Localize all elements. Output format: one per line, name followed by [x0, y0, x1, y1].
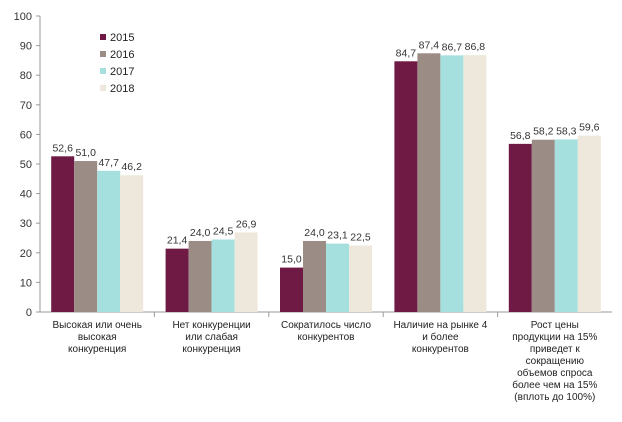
legend-swatch-2015 — [100, 34, 106, 40]
legend-label-2017: 2017 — [110, 66, 134, 78]
data-label: 58,2 — [533, 126, 554, 138]
y-tick-label: 10 — [20, 277, 32, 289]
bar-2018-4 — [463, 55, 487, 313]
y-tick-label: 30 — [20, 218, 32, 230]
data-label: 86,8 — [465, 41, 486, 53]
bar-2018-5 — [577, 135, 601, 312]
bar-2017-5 — [554, 139, 578, 312]
category-label-line: (вплоть до 100%) — [514, 392, 595, 403]
legend-label-2015: 2015 — [110, 32, 134, 44]
data-label: 87,4 — [419, 39, 440, 51]
category-label-line: Высокая или очень — [52, 320, 142, 331]
category-label-line: Наличие на рынке 4 — [393, 320, 487, 331]
data-label: 22,5 — [350, 231, 371, 243]
data-label: 56,8 — [510, 130, 531, 142]
data-label: 51,0 — [75, 147, 96, 159]
category-label-line: конкуренция — [182, 344, 240, 355]
legend: 2015 2016 2017 2018 — [100, 32, 134, 95]
category-label-line: продукции на 15% — [512, 332, 597, 343]
bar-2015-1 — [51, 156, 75, 312]
category-label-line: конкурентов — [298, 332, 355, 343]
bar-2017-4 — [440, 55, 464, 312]
bars — [51, 53, 601, 313]
bar-2015-3 — [280, 267, 303, 312]
bar-2018-1 — [120, 175, 144, 312]
bar-2016-4 — [417, 53, 441, 313]
data-label: 46,2 — [121, 161, 142, 173]
data-label: 24,5 — [213, 225, 234, 237]
category-label-line: сокращению — [526, 356, 585, 367]
y-tick-label: 20 — [20, 248, 32, 260]
category-label: Нет конкуренции или слабая конкуренция — [172, 320, 250, 355]
data-label: 58,3 — [556, 125, 577, 137]
y-tick-label: 70 — [20, 100, 32, 112]
data-label: 86,7 — [442, 41, 463, 53]
y-tick-label: 100 — [14, 11, 32, 23]
data-labels: 52,6 51,047,7 46,221,424,0 24,526,915,024,0… — [52, 39, 599, 265]
y-tick-label: 40 — [20, 189, 32, 201]
data-label: 24,0 — [190, 227, 211, 239]
bar-2016-5 — [531, 139, 555, 312]
data-label: 26,9 — [236, 218, 257, 230]
data-label: 59,6 — [579, 122, 600, 134]
legend-label-2018: 2018 — [110, 83, 134, 95]
y-tick-label: 90 — [20, 41, 32, 53]
bar-2018-2 — [234, 232, 258, 312]
bar-2015-5 — [508, 143, 532, 312]
category-label-line: высокая — [78, 332, 117, 343]
bar-2018-3 — [349, 245, 372, 312]
data-label: 15,0 — [281, 254, 302, 266]
category-label-line: Нет конкуренции — [172, 320, 250, 331]
data-label: 23,1 — [327, 230, 348, 242]
legend-swatch-2018 — [100, 85, 106, 91]
category-label-line: более чем на 15% — [512, 379, 597, 391]
bar-2015-2 — [165, 248, 189, 312]
bar-2016-3 — [303, 240, 326, 312]
data-label: 84,7 — [396, 47, 417, 59]
data-label: 21,4 — [167, 235, 188, 247]
data-label: 47,7 — [98, 157, 119, 169]
bar-2017-2 — [211, 239, 235, 312]
category-label-line: Сократилось число — [281, 320, 371, 331]
category-label-line: приведет к — [530, 344, 581, 355]
legend-swatch-2016 — [100, 51, 106, 57]
bar-2017-1 — [97, 170, 121, 312]
category-label: Рост цены продукции на 15% приведет к сокра… — [512, 320, 597, 403]
data-label: 24,0 — [304, 227, 325, 239]
legend-swatch-2017 — [100, 68, 106, 74]
y-tick-label: 0 — [26, 307, 32, 319]
category-label: Высокая или очень высокая конкуренция — [52, 320, 142, 355]
category-label: Сократилось число конкурентов — [281, 320, 371, 343]
bar-2015-4 — [394, 61, 418, 313]
y-tick-label: 50 — [20, 159, 32, 171]
y-tick-label: 80 — [20, 70, 32, 82]
category-label-line: Рост цены — [531, 320, 579, 331]
bar-2016-1 — [74, 161, 98, 312]
bar-2016-2 — [188, 240, 212, 312]
category-label-line: и более — [422, 331, 459, 343]
category-label-line: или слабая — [185, 331, 238, 343]
bar-2017-3 — [326, 243, 349, 312]
y-tick-label: 60 — [20, 129, 32, 141]
category-label-line: конкуренция — [68, 344, 126, 355]
data-label: 52,6 — [52, 142, 73, 154]
category-label-line: объемов спроса — [517, 367, 593, 379]
category-label-line: конкурентов — [412, 344, 469, 355]
legend-label-2016: 2016 — [110, 49, 134, 61]
